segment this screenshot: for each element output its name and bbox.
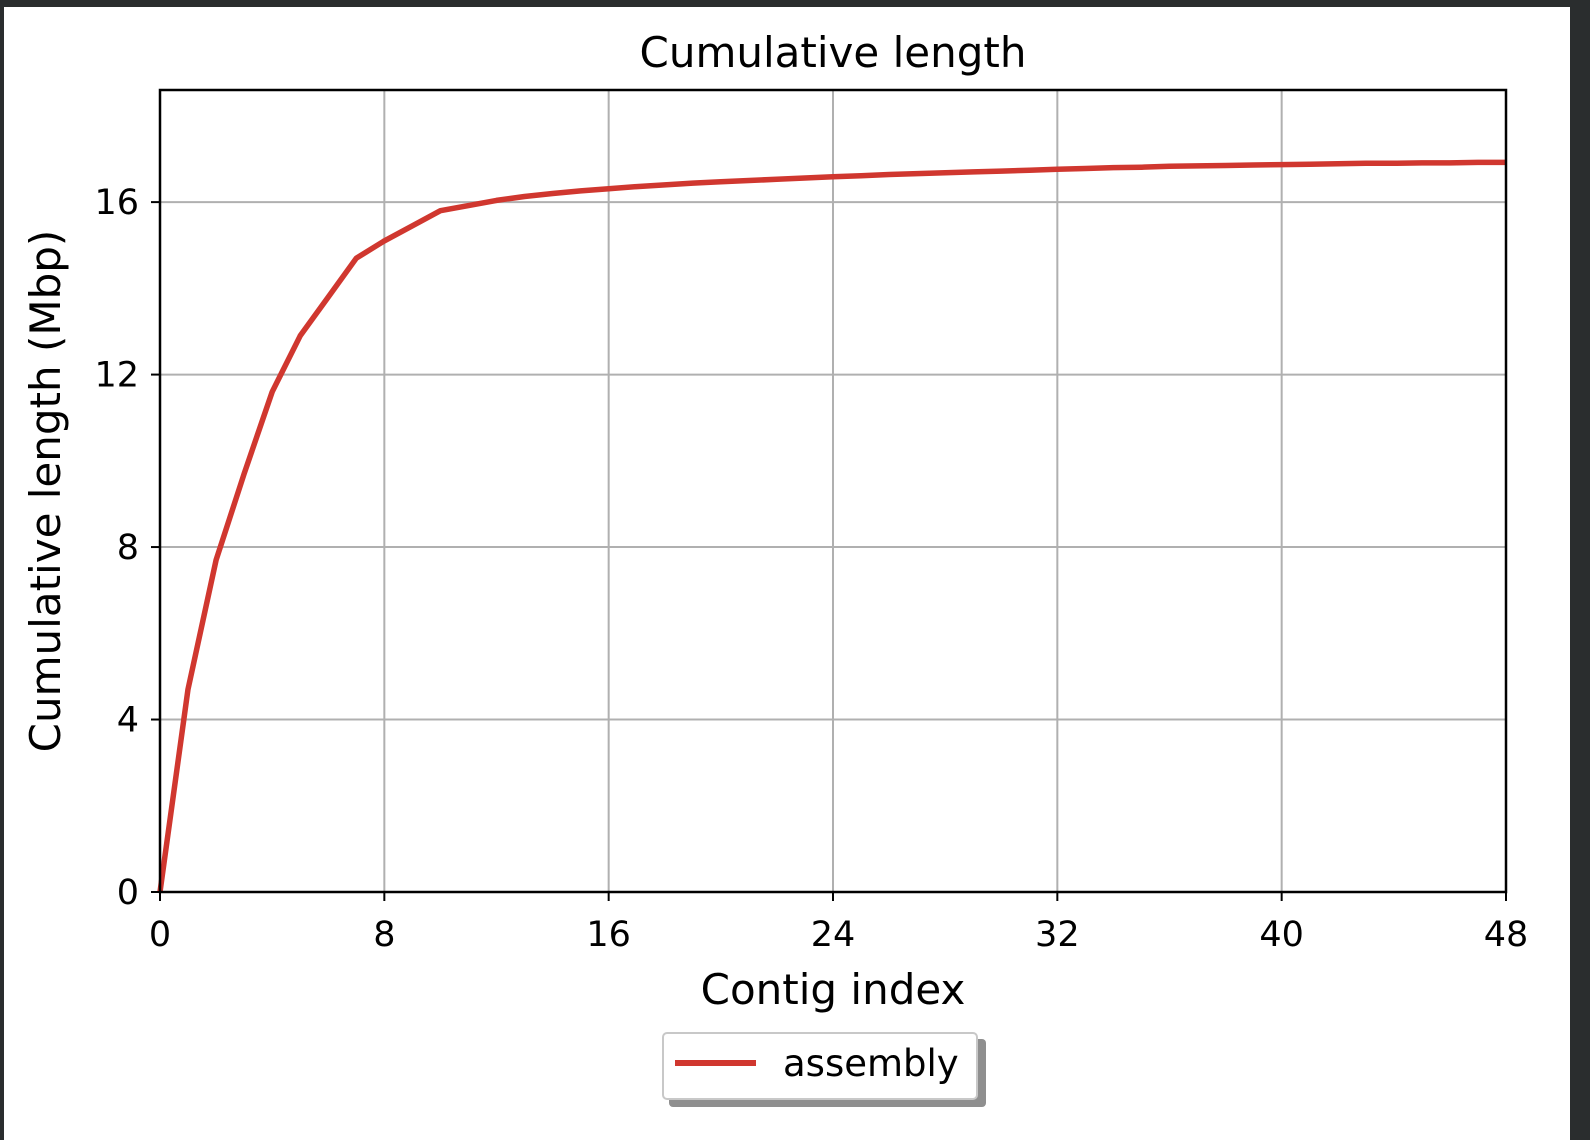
y-axis-label: Cumulative length (Mbp) bbox=[21, 230, 70, 753]
x-tick-label: 0 bbox=[149, 915, 171, 955]
x-tick-label: 40 bbox=[1259, 915, 1304, 955]
y-tick-label: 8 bbox=[117, 528, 139, 568]
x-tick-label: 48 bbox=[1484, 915, 1529, 955]
figure-background bbox=[4, 7, 1570, 1140]
series-line-assembly bbox=[157, 159, 1506, 893]
x-tick-label: 24 bbox=[811, 915, 856, 955]
series-layer bbox=[157, 159, 1506, 893]
y-tick-label: 0 bbox=[117, 873, 139, 913]
y-tick-label: 16 bbox=[94, 183, 139, 223]
x-tick-label: 8 bbox=[373, 915, 395, 955]
x-tick-label: 16 bbox=[586, 915, 631, 955]
chart-title: Cumulative length bbox=[640, 28, 1027, 77]
x-axis-label: Contig index bbox=[701, 965, 966, 1014]
legend-box bbox=[662, 1032, 978, 1100]
legend-label-assembly: assembly bbox=[783, 1042, 959, 1085]
y-tick-label: 12 bbox=[94, 356, 139, 396]
x-tick-label: 32 bbox=[1035, 915, 1080, 955]
legend: assembly bbox=[662, 1032, 986, 1107]
y-tick-label: 4 bbox=[117, 701, 139, 741]
